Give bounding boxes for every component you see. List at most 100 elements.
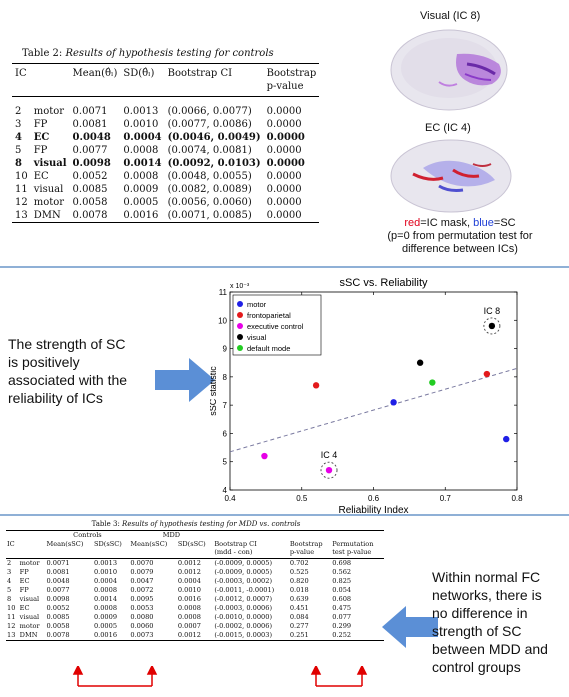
table3-header-con-mean: Mean(sSC)	[45, 540, 93, 559]
y-exponent-label: x 10⁻³	[230, 283, 250, 290]
table2-cell-sd: 0.0005	[123, 197, 159, 208]
table3-cell-ci: (-0.0015, 0.0003)	[213, 631, 289, 641]
red-brackets	[72, 666, 368, 687]
table-row: 2 motor 0.0071 0.0013 0.0070 0.0012 (-0.0009, …	[6, 559, 384, 569]
table2-cell-sd: 0.0010	[123, 119, 159, 130]
table-row: 11 visual 0.0085 0.0009 0.0080 0.0008 (-0.0010…	[6, 613, 384, 622]
fit-line	[229, 367, 518, 453]
table-row: 10 EC 0.0052 0.0008 (0.0048, 0.0055) 0.0000	[12, 170, 319, 183]
table2-cell-ic: 5	[15, 145, 22, 156]
x-tick-label: 0.4	[224, 494, 236, 503]
table-row: 8 visual 0.0098 0.0014 0.0095 0.0016 (-0.0012,…	[6, 595, 384, 604]
table3-cell-pp: 0.475	[332, 604, 352, 612]
y-tick-label: 11	[219, 288, 228, 297]
table3-cell-ic: 2	[7, 559, 12, 567]
table3-cell-ci: (-0.0009, 0.0005)	[214, 559, 273, 567]
table2-cell-ic: 2	[15, 106, 22, 117]
table2-cell-ic: 10	[15, 171, 28, 182]
table2-cell-sd: 0.0008	[123, 145, 159, 156]
table3-caption: Table 3: Results of hypothesis testing f…	[91, 520, 301, 528]
annotation-circle	[483, 317, 501, 335]
table3-cell-mm: 0.0072	[130, 586, 154, 594]
table2-cell-p: 0.0000	[266, 119, 302, 130]
table-row: 3 FP 0.0081 0.0010 (0.0077, 0.0086) 0.0000	[12, 118, 319, 131]
divider-bottom	[0, 514, 569, 516]
table2-cell-mean: 0.0081	[72, 119, 108, 130]
table2-header-sd: SD(θ̂ₗ)	[120, 63, 165, 97]
table2-cell-sd: 0.0014	[123, 158, 162, 169]
table3-cell-msd: 0.0012	[177, 559, 201, 567]
table3-cell-msd: 0.0012	[176, 631, 214, 641]
table3-cell-csd: 0.0013	[93, 559, 118, 567]
table2-cell-ic: 12	[15, 197, 28, 208]
table2-cell-net: DMN	[30, 209, 70, 223]
table2-cell-mean: 0.0078	[69, 209, 121, 223]
data-point	[429, 379, 436, 386]
table-row: 4 EC 0.0048 0.0004 0.0047 0.0004 (-0.0003, 0.0…	[6, 577, 384, 586]
table3-header-con-sd: SD(sSC)	[92, 540, 130, 559]
table3-cell-net: visual	[19, 595, 40, 603]
legend-marker	[237, 345, 243, 351]
left-note: The strength of SC is positively associa…	[8, 336, 128, 406]
table2-cell-ci: (0.0056, 0.0060)	[167, 197, 252, 208]
y-tick-label: 6	[223, 429, 228, 438]
table2-cell-mean: 0.0085	[72, 184, 108, 195]
legend-entry: motor	[247, 300, 267, 309]
x-tick-label: 0.8	[511, 494, 523, 503]
table3-cell-pp: 0.698	[332, 559, 352, 567]
table3-cell-pp: 0.252	[331, 631, 384, 641]
table2-cell-p: 0.0000	[266, 197, 302, 208]
table3-cell-ci: (-0.0003, 0.0006)	[214, 604, 273, 612]
data-point	[390, 399, 397, 406]
table3-cell-bp: 0.525	[289, 568, 309, 576]
table2-header-ci: Bootstrap CI	[164, 63, 264, 97]
table2-cell-ci: (0.0046, 0.0049)	[167, 132, 261, 143]
table3-cell-csd: 0.0009	[93, 613, 118, 621]
y-tick-label: 10	[218, 316, 227, 325]
table-row: 13 DMN 0.0078 0.0016 (0.0071, 0.0085) 0.0000	[12, 209, 320, 223]
table3-cell-mm: 0.0060	[130, 622, 154, 630]
table3-cell-bp: 0.251	[288, 631, 332, 641]
table-row: 4 EC 0.0048 0.0004 (0.0046, 0.0049) 0.0000	[12, 131, 319, 144]
table-row: 3 FP 0.0081 0.0010 0.0079 0.0012 (-0.0009, 0.0…	[6, 568, 384, 577]
table2-cell-ic: 3	[15, 119, 22, 130]
table2-caption: Table 2: Results of hypothesis testing f…	[22, 48, 274, 59]
table3-cell-mm: 0.0080	[130, 613, 154, 621]
table3: Controls MDD IC Mean(sSC) SD(sSC) Mean(s…	[6, 530, 384, 641]
table2-cell-net: visual	[33, 184, 64, 195]
table3-header-mdd-mean: Mean(sSC)	[129, 540, 177, 559]
table3-cell-pp: 0.077	[332, 613, 352, 621]
table3-cell-ic: 8	[7, 595, 12, 603]
table2-cell-ci: (0.0074, 0.0081)	[167, 145, 252, 156]
table3-cell-net: FP	[19, 586, 29, 594]
table3-cell-bp: 0.084	[289, 613, 309, 621]
table3-cell-mm: 0.0073	[129, 631, 177, 641]
table3-cell-msd: 0.0004	[177, 577, 201, 585]
table3-header-mdd-sd: SD(sSC)	[176, 540, 214, 559]
right-note: Within normal FC networks, there is no d…	[432, 569, 548, 675]
table3-cell-pp: 0.825	[332, 577, 352, 585]
table2-cell-net: motor	[33, 106, 65, 117]
x-axis-label: Reliability Index	[338, 505, 408, 515]
table3-cell-msd: 0.0010	[177, 586, 201, 594]
data-point	[416, 359, 424, 366]
data-point	[312, 382, 320, 389]
table3-cell-ci: (-0.0002, 0.0006)	[214, 622, 273, 630]
table3-cell-pp: 0.054	[332, 586, 352, 594]
legend-red-label: red	[404, 217, 421, 229]
table2-cell-ic: 4	[15, 132, 22, 143]
legend-entry: default mode	[247, 344, 290, 353]
table3-header-bp: Bootstrap p-value	[288, 540, 332, 559]
table3-cell-pp: 0.562	[332, 568, 352, 576]
table3-header-pp: Permutation test p-value	[331, 540, 384, 559]
x-tick-label: 0.5	[296, 494, 308, 503]
table3-cell-msd: 0.0012	[177, 568, 201, 576]
table2-cell-mean: 0.0077	[72, 145, 108, 156]
table3-cell-csd: 0.0010	[93, 568, 118, 576]
table3-cell-mm: 0.0095	[130, 595, 154, 603]
visual-brain-title: Visual (IC 8)	[420, 10, 481, 22]
ec-brain-image	[383, 134, 523, 214]
left-arrow-icon	[382, 606, 438, 648]
table3-cell-ci: (-0.0011, -0.0001)	[214, 586, 275, 594]
table3-cell-bp: 0.702	[289, 559, 309, 567]
